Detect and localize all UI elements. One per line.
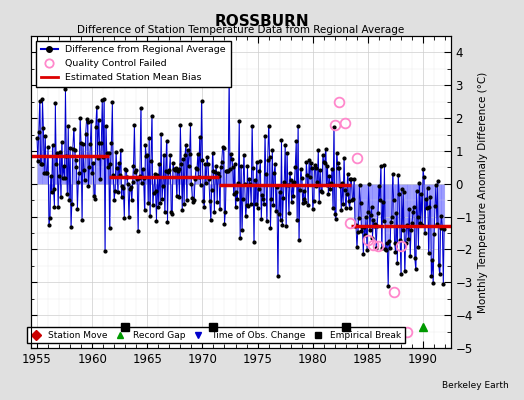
Y-axis label: Monthly Temperature Anomaly Difference (°C): Monthly Temperature Anomaly Difference (… (478, 71, 488, 313)
Legend: Station Move, Record Gap, Time of Obs. Change, Empirical Break: Station Move, Record Gap, Time of Obs. C… (27, 327, 405, 344)
Text: ROSSBURN: ROSSBURN (215, 14, 309, 29)
Title: Difference of Station Temperature Data from Regional Average: Difference of Station Temperature Data f… (78, 25, 405, 35)
Text: Berkeley Earth: Berkeley Earth (442, 381, 508, 390)
